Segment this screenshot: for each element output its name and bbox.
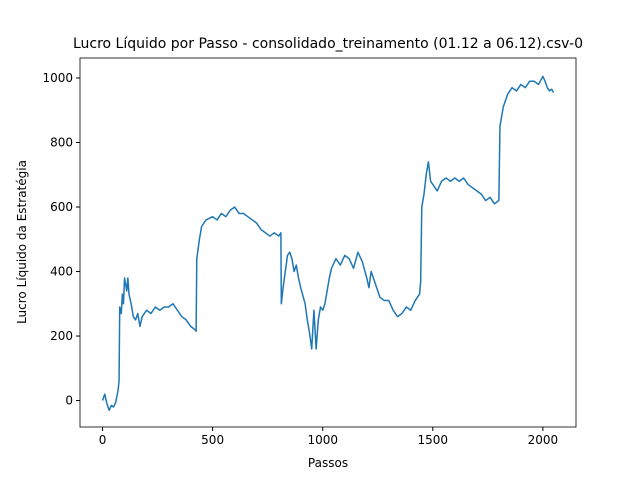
chart-title: Lucro Líquido por Passo - consolidado_tr… <box>73 36 583 52</box>
x-tick-label: 500 <box>201 433 224 447</box>
x-axis-label: Passos <box>308 456 348 470</box>
x-tick-label: 2000 <box>528 433 559 447</box>
y-tick-label: 600 <box>50 200 73 214</box>
x-tick-label: 0 <box>99 433 107 447</box>
plot-frame <box>79 57 577 428</box>
y-tick-label: 0 <box>65 394 73 408</box>
data-line <box>101 75 555 411</box>
y-tick-label: 400 <box>50 265 73 279</box>
y-tick-label: 1000 <box>42 71 73 85</box>
y-tick-label: 800 <box>50 136 73 150</box>
x-tick-label: 1500 <box>418 433 449 447</box>
y-axis-label: Lucro Líquido da Estratégia <box>15 160 29 324</box>
y-tick-label: 200 <box>50 329 73 343</box>
x-tick-label: 1000 <box>307 433 338 447</box>
